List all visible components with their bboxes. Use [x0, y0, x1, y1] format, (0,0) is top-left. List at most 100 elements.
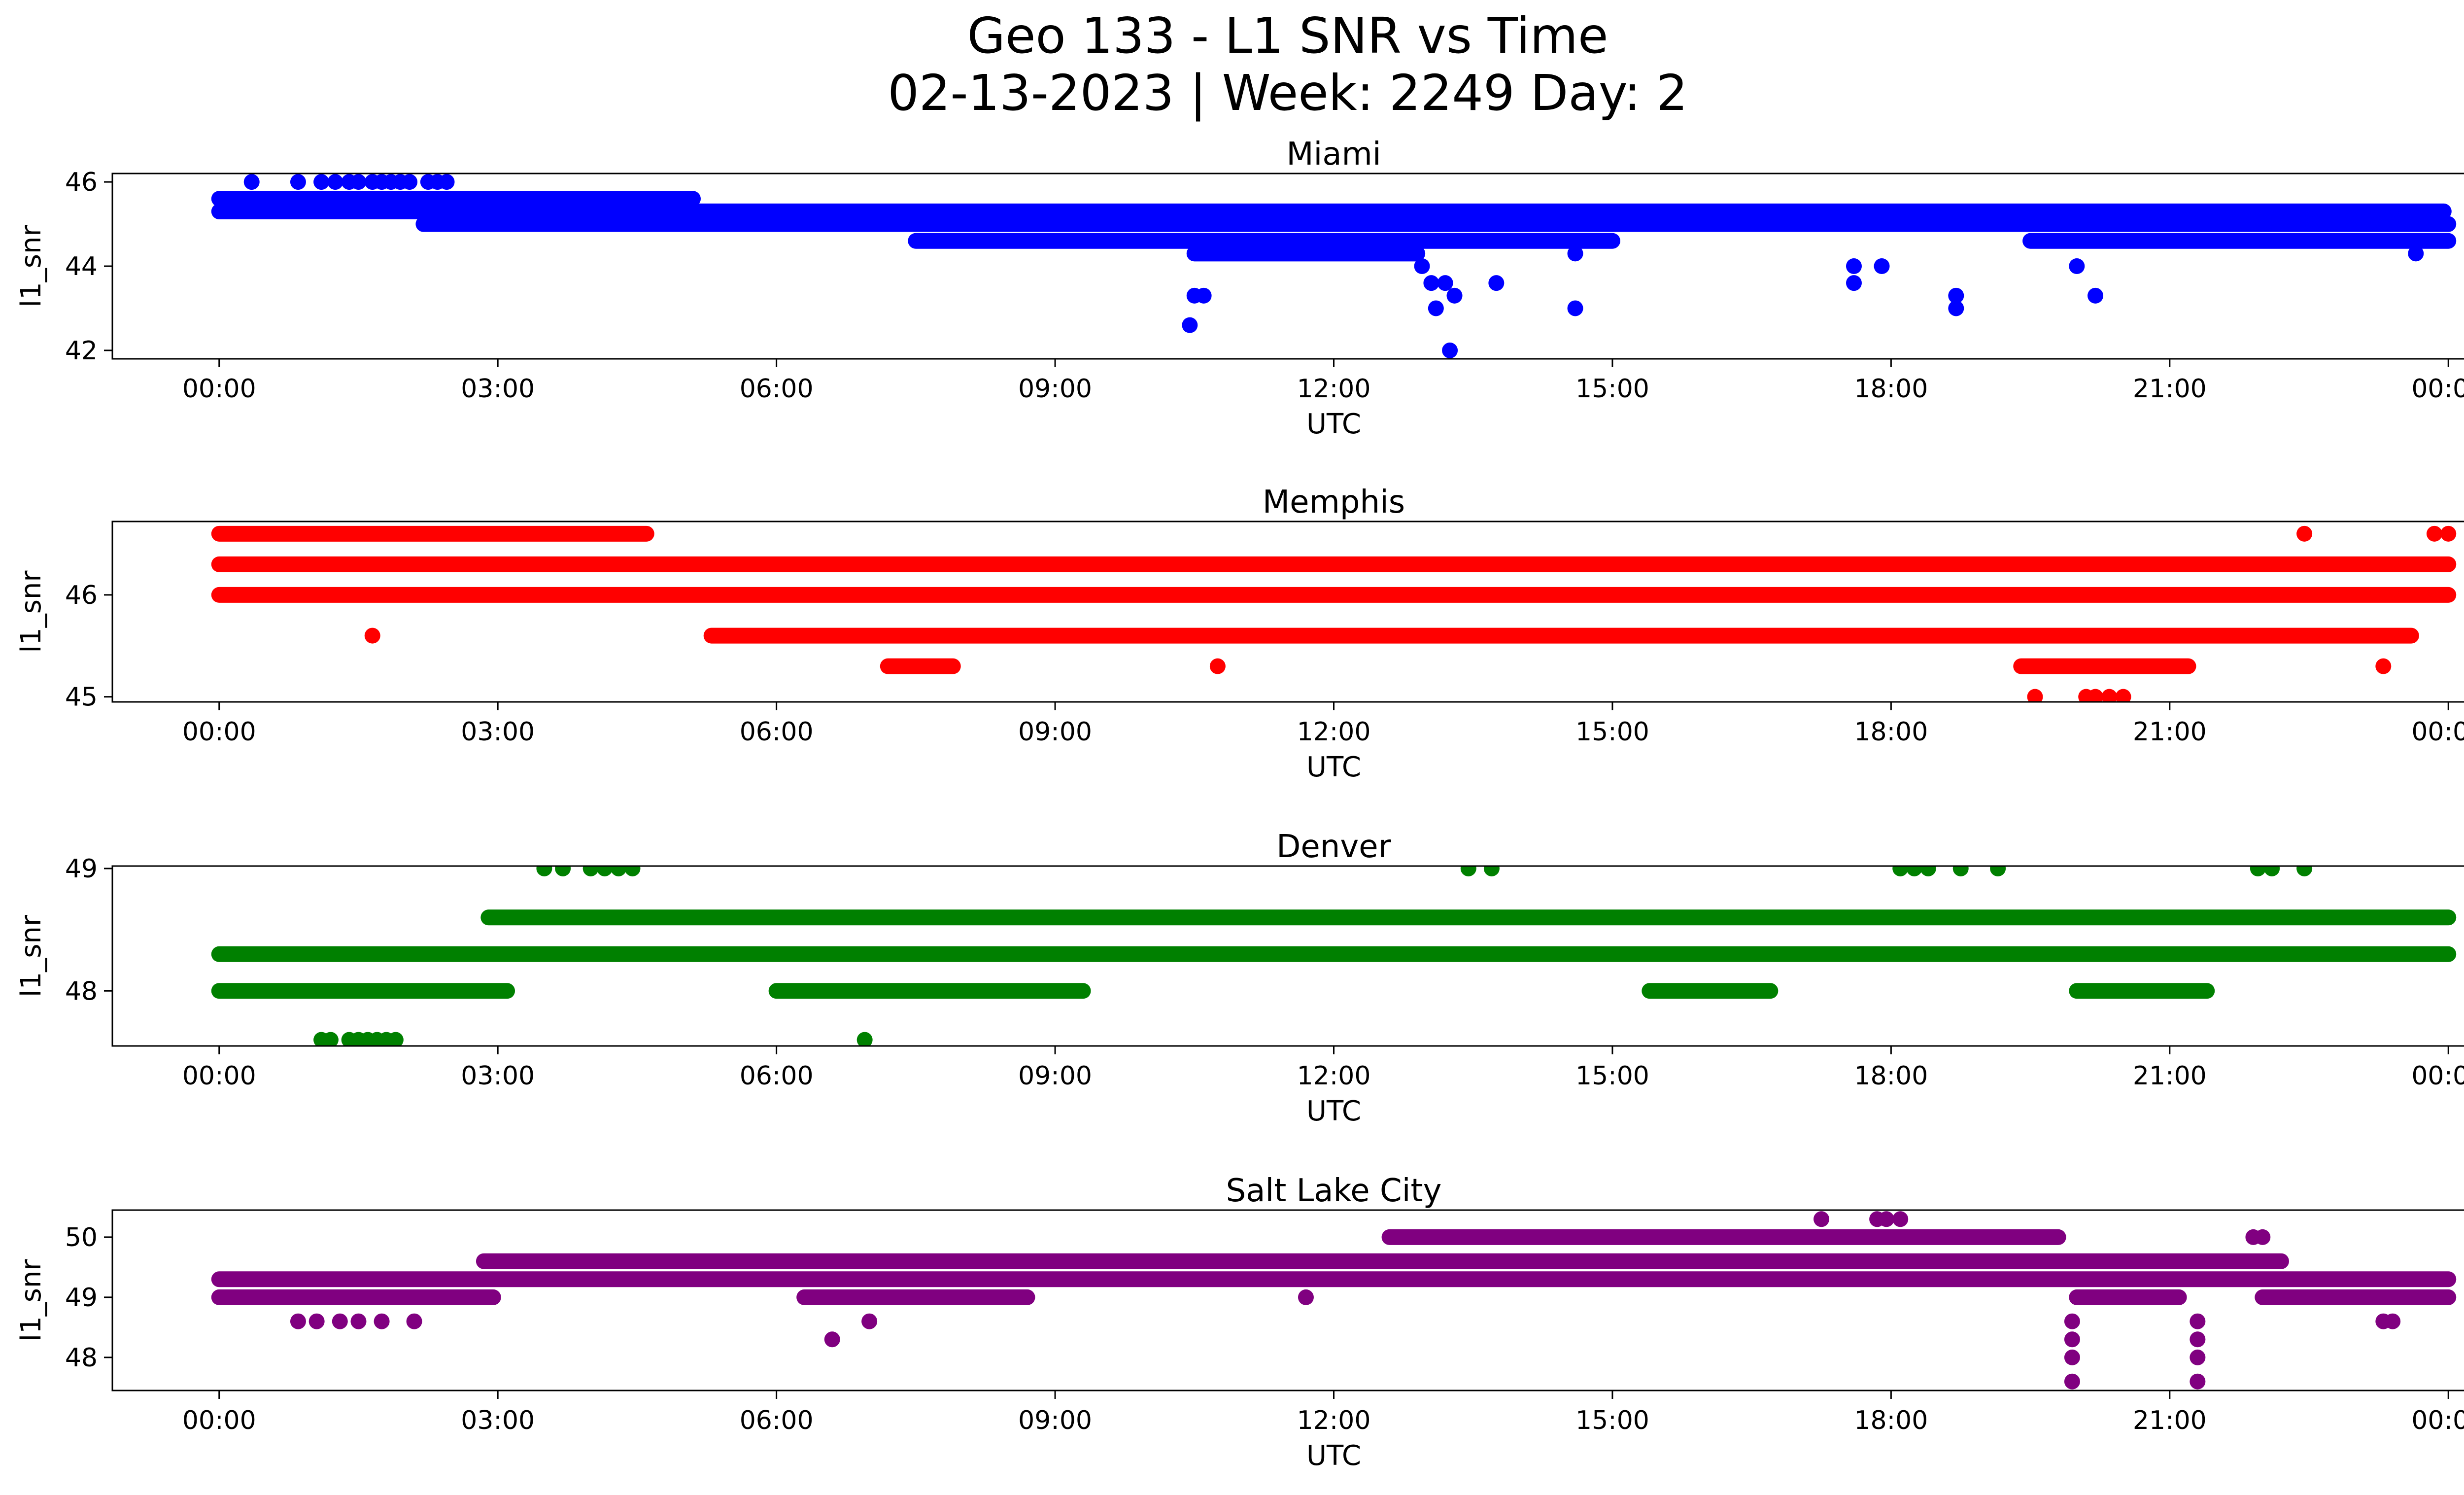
x-axis-label: UTC	[1306, 1440, 1361, 1472]
y-tick-label: 49	[65, 854, 98, 884]
data-point	[1874, 258, 1890, 274]
data-point	[2250, 866, 2266, 876]
data-point	[1488, 275, 1505, 291]
data-point	[624, 866, 641, 876]
y-tick-label: 46	[65, 581, 98, 610]
data-point	[1423, 275, 1439, 291]
x-tick-label: 15:00	[1575, 1406, 1649, 1435]
data-point	[2064, 1331, 2080, 1348]
data-point	[1298, 1289, 1314, 1305]
data-point	[1892, 866, 1909, 876]
figure-title-line1: Geo 133 - L1 SNR vs Time	[967, 7, 1608, 65]
x-tick-label: 00:00	[2411, 1406, 2464, 1435]
data-point	[2101, 689, 2118, 702]
y-axis-label: l1_snr	[15, 914, 47, 997]
x-tick-label: 12:00	[1297, 1406, 1371, 1435]
data-point	[406, 1313, 422, 1329]
x-tick-label: 18:00	[1854, 717, 1928, 747]
x-axis-label: UTC	[1306, 408, 1361, 440]
data-point	[1948, 287, 1964, 304]
data-point	[1990, 866, 2006, 876]
subplot-0: Miami 00:00 03:00 06:00 09:00 12:00 15:00 18:00…	[15, 136, 2464, 440]
data-layer	[211, 525, 2457, 702]
y-axis-label: l1_snr	[15, 225, 47, 308]
x-tick-label: 21:00	[2133, 1406, 2207, 1435]
plot-frame	[111, 521, 2464, 703]
x-tick-label: 18:00	[1854, 1061, 1928, 1091]
data-point	[2088, 689, 2104, 702]
x-tick-label: 06:00	[740, 717, 814, 747]
x-tick-label: 12:00	[1297, 1061, 1371, 1091]
data-point	[2190, 1331, 2206, 1348]
x-tick-label: 00:00	[182, 1061, 256, 1091]
data-point	[402, 174, 418, 190]
data-point	[2264, 866, 2280, 876]
y-tick-label: 50	[65, 1223, 98, 1252]
y-tick-label: 44	[65, 252, 98, 281]
x-axis-label: UTC	[1306, 1095, 1361, 1127]
x-tick-label: 03:00	[461, 1061, 535, 1091]
x-tick-label: 15:00	[1575, 1061, 1649, 1091]
x-tick-label: 06:00	[740, 374, 814, 404]
data-point	[2088, 287, 2104, 304]
x-axis-label: UTC	[1306, 751, 1361, 783]
data-point	[1442, 342, 1458, 358]
data-point	[350, 174, 367, 190]
y-axis-label: l1_snr	[15, 570, 47, 653]
data-point	[1196, 287, 1212, 304]
data-layer	[211, 866, 2457, 1046]
y-tick-label: 48	[65, 976, 98, 1006]
subplot-title: Denver	[1276, 829, 1391, 865]
y-axis-label: l1_snr	[15, 1259, 47, 1342]
data-point	[2027, 689, 2043, 702]
x-tick-label: 12:00	[1297, 717, 1371, 747]
data-point	[1952, 866, 1969, 876]
data-point	[327, 174, 343, 190]
data-point	[387, 1032, 404, 1046]
subplot-2: Denver 00:00 03:00 06:00 09:00 12:00 15:00 18:0…	[15, 829, 2464, 1127]
data-point	[2385, 1313, 2401, 1329]
x-tick-label: 03:00	[461, 1406, 535, 1435]
subplot-title: Miami	[1286, 136, 1381, 173]
data-point	[1948, 300, 1964, 316]
x-tick-label: 09:00	[1018, 717, 1092, 747]
data-point	[1920, 866, 1936, 876]
data-point	[2190, 1373, 2206, 1390]
data-point	[313, 174, 330, 190]
x-tick-label: 00:00	[182, 717, 256, 747]
data-point	[2408, 245, 2424, 262]
y-tick-label: 46	[65, 168, 98, 197]
data-point	[439, 174, 455, 190]
data-point	[1814, 1211, 1830, 1227]
y-tick-label: 48	[65, 1343, 98, 1373]
data-point	[861, 1313, 878, 1329]
data-point	[1483, 866, 1500, 876]
data-point	[332, 1313, 348, 1329]
data-point	[824, 1331, 840, 1348]
x-tick-label: 18:00	[1854, 1406, 1928, 1435]
data-layer	[211, 1211, 2457, 1390]
x-tick-label: 09:00	[1018, 1061, 1092, 1091]
subplot-title: Salt Lake City	[1226, 1173, 1442, 1209]
data-point	[611, 866, 627, 876]
data-point	[2064, 1313, 2080, 1329]
x-tick-label: 21:00	[2133, 1061, 2207, 1091]
x-tick-label: 00:00	[2411, 1061, 2464, 1091]
data-point	[2426, 525, 2442, 542]
data-point	[374, 1313, 390, 1329]
data-point	[2064, 1373, 2080, 1390]
data-point	[536, 866, 552, 876]
data-point	[1892, 1211, 1909, 1227]
data-point	[290, 174, 306, 190]
figure-title: Geo 133 - L1 SNR vs Time 02-13-2023 | We…	[0, 7, 2464, 122]
data-layer	[211, 174, 2457, 358]
figure-title-line2: 02-13-2023 | Week: 2249 Day: 2	[888, 64, 1688, 122]
x-tick-label: 15:00	[1575, 717, 1649, 747]
x-tick-label: 09:00	[1018, 374, 1092, 404]
data-point	[1437, 275, 1453, 291]
x-tick-label: 09:00	[1018, 1406, 1092, 1435]
data-point	[2296, 866, 2313, 876]
y-tick-label: 49	[65, 1283, 98, 1313]
